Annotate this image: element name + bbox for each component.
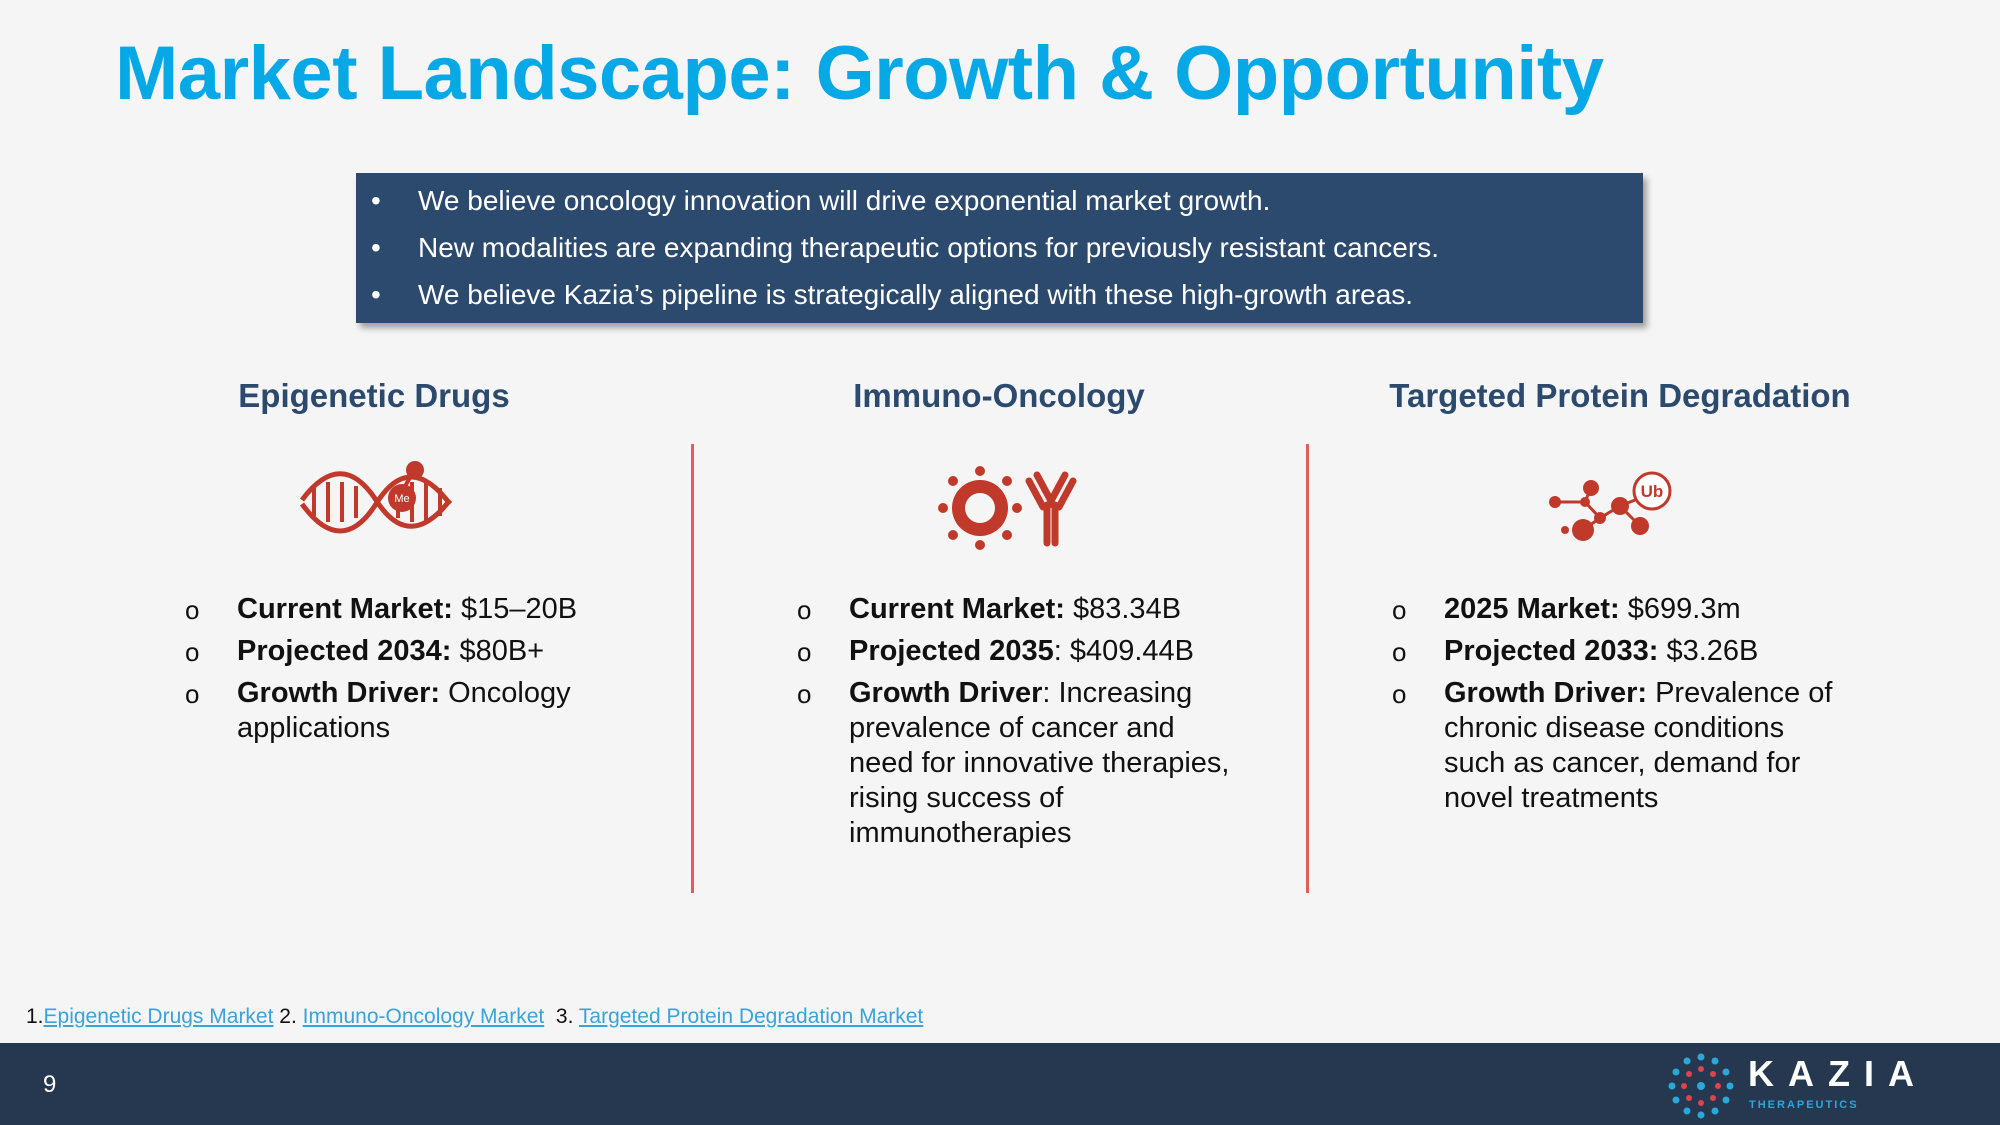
item-label: Growth Driver <box>849 677 1043 709</box>
summary-line: New modalities are expanding therapeutic… <box>418 232 1439 263</box>
item-label: Projected 2033: <box>1444 635 1659 667</box>
item-label: Projected 2034: <box>237 635 452 667</box>
list-bullet: o <box>797 679 812 709</box>
list-bullet: o <box>1392 595 1407 625</box>
item-text: $3.26B <box>1658 635 1759 667</box>
page-number: 9 <box>43 1071 57 1098</box>
summary-line: We believe oncology innovation will driv… <box>418 185 1271 216</box>
column-heading: Immuno-Oncology <box>853 377 1145 414</box>
logo-subtext: THERAPEUTICS <box>1749 1099 1859 1111</box>
dna-icon: Me <box>299 461 452 534</box>
item-label: Growth Driver: <box>237 677 441 709</box>
immuno-icon <box>938 466 1077 550</box>
bullet: • <box>371 279 381 310</box>
bullet: • <box>371 232 381 263</box>
column-divider <box>691 444 694 893</box>
list-bullet: o <box>185 595 200 625</box>
list-item: Current Market: $15–20B <box>237 592 637 627</box>
slide-title: Market Landscape: Growth & Opportunity <box>115 31 1604 116</box>
list-bullet: o <box>1392 637 1407 667</box>
list-bullet: o <box>1392 679 1407 709</box>
footnote-link[interactable]: Targeted Protein Degradation Market <box>578 1005 924 1028</box>
column-heading: Epigenetic Drugs <box>238 377 510 414</box>
list-item: Projected 2033: $3.26B <box>1444 634 1844 669</box>
icon-label: Ub <box>1641 482 1664 501</box>
list-item: Current Market: $83.34B <box>849 592 1239 627</box>
footnote-number: 3. <box>555 1005 574 1028</box>
list-bullet: o <box>185 637 200 667</box>
list-item: Projected 2034: $80B+ <box>237 634 637 669</box>
list-item: Growth Driver: Oncology applications <box>237 676 637 746</box>
item-text: Prevalence of chronic disease conditions… <box>1444 677 1833 814</box>
item-text: $83.34B <box>1064 593 1182 625</box>
footnote-number: 1. <box>26 1005 44 1028</box>
column-divider <box>1306 444 1309 893</box>
logo-mark <box>1668 1053 1734 1119</box>
summary-box: • We believe oncology innovation will dr… <box>356 173 1643 323</box>
footnotes: 1.Epigenetic Drugs Market 2. Immuno-Onco… <box>26 1005 923 1029</box>
item-label: Current Market: <box>237 593 453 625</box>
logo-text: KAZIA <box>1748 1053 1928 1094</box>
summary-line: We believe Kazia’s pipeline is strategic… <box>418 279 1414 310</box>
bullet: • <box>371 185 381 216</box>
list-bullet: o <box>797 637 812 667</box>
list-bullet: o <box>185 679 200 709</box>
item-text: : $409.44B <box>1053 635 1195 667</box>
item-label: Current Market: <box>849 593 1065 625</box>
icon-label: Me <box>394 493 409 505</box>
list-item: Growth Driver: Increasing prevalence of … <box>849 676 1239 851</box>
footnote-link[interactable]: Immuno-Oncology Market <box>302 1005 545 1028</box>
list-bullet: o <box>797 595 812 625</box>
list-item: Projected 2035: $409.44B <box>849 634 1239 669</box>
list-item: Growth Driver: Prevalence of chronic dis… <box>1444 676 1844 816</box>
item-text: : Increasing prevalence of cancer and ne… <box>849 677 1230 849</box>
degradation-icon: Ub <box>1549 471 1672 541</box>
item-label: Growth Driver: <box>1444 677 1648 709</box>
item-text: $699.3m <box>1619 593 1741 625</box>
footnote-link[interactable]: Epigenetic Drugs Market <box>43 1005 274 1028</box>
list-item: 2025 Market: $699.3m <box>1444 592 1844 627</box>
item-text: Oncology applications <box>237 677 571 744</box>
footnote-number: 2. <box>279 1005 297 1028</box>
footer-bar: 9 KAZIA THERAPEUTICS <box>0 1043 2000 1125</box>
item-label: Projected 2035 <box>849 635 1054 667</box>
item-text: $80B+ <box>451 635 545 667</box>
item-label: 2025 Market: <box>1444 593 1620 625</box>
column-heading: Targeted Protein Degradation <box>1389 377 1851 414</box>
item-text: $15–20B <box>452 593 578 625</box>
